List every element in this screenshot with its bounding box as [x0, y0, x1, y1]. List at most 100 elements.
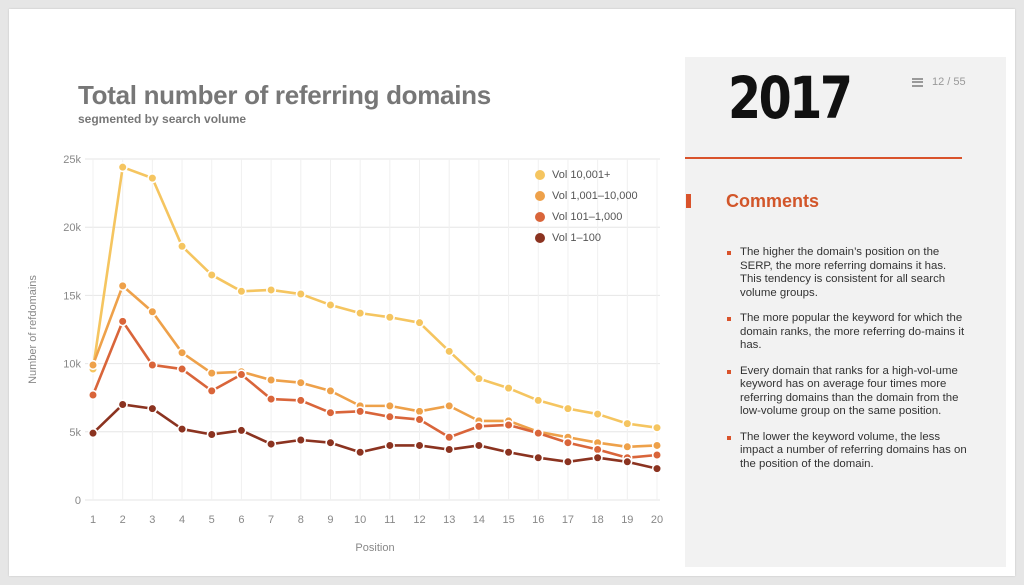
- data-point: [444, 400, 455, 411]
- legend-dot-icon: [535, 211, 545, 222]
- data-point: [444, 432, 455, 443]
- data-point: [651, 463, 663, 474]
- data-point: [325, 437, 336, 448]
- x-tick-label: 5: [209, 514, 215, 526]
- data-point: [176, 347, 188, 358]
- legend-dot-icon: [535, 169, 545, 180]
- x-tick-label: 17: [562, 514, 574, 526]
- data-point: [206, 429, 217, 440]
- comment-text: The lower the keyword volume, the less i…: [740, 430, 967, 470]
- data-point: [236, 286, 247, 297]
- x-tick-label: 1: [90, 514, 96, 526]
- data-point: [622, 418, 633, 429]
- x-tick-label: 10: [354, 514, 366, 526]
- legend-label: Vol 101–1,000: [552, 210, 623, 223]
- comments-list: The higher the domain’s position on the …: [727, 246, 967, 483]
- data-point: [206, 269, 217, 281]
- data-point: [117, 162, 128, 173]
- data-point: [147, 403, 158, 414]
- data-point: [562, 437, 574, 448]
- data-point: [117, 316, 128, 327]
- comment-item: Every domain that ranks for a high-vol-u…: [727, 365, 967, 419]
- data-point: [295, 377, 306, 388]
- comment-text: Every domain that ranks for a high-vol-u…: [740, 364, 959, 418]
- data-point: [384, 312, 395, 323]
- comments-marker: [686, 194, 691, 208]
- data-point: [147, 306, 158, 317]
- data-point: [206, 368, 217, 379]
- data-point: [384, 411, 395, 422]
- menu-icon[interactable]: [912, 77, 923, 87]
- data-point: [473, 421, 484, 432]
- comment-item: The higher the domain’s position on the …: [727, 246, 967, 300]
- data-point: [444, 444, 455, 455]
- data-point: [236, 425, 247, 436]
- x-tick-label: 12: [413, 514, 425, 526]
- data-point: [651, 440, 663, 451]
- legend-item: Vol 1–100: [535, 227, 638, 248]
- x-tick-label: 8: [298, 514, 304, 526]
- y-tick-label: 20k: [63, 222, 81, 234]
- data-point: [533, 395, 544, 406]
- chart-legend: Vol 10,001+ Vol 1,001–10,000 Vol 101–1,000…: [535, 164, 638, 248]
- x-tick-label: 16: [532, 514, 544, 526]
- year-heading: 2017: [728, 64, 853, 132]
- y-tick-label: 0: [75, 495, 81, 507]
- legend-label: Vol 1–100: [552, 231, 601, 244]
- comments-sidebar: [685, 57, 1006, 567]
- bullet-icon: [727, 251, 731, 255]
- data-point: [355, 447, 366, 458]
- series-line: [91, 284, 659, 449]
- x-tick-label: 11: [384, 514, 395, 526]
- data-point: [533, 452, 544, 463]
- series-line: [91, 165, 659, 430]
- data-point: [622, 456, 633, 467]
- data-point: [414, 414, 425, 425]
- data-point: [622, 441, 633, 452]
- y-tick-label: 10k: [63, 359, 81, 371]
- data-point: [592, 452, 603, 463]
- data-point: [266, 284, 277, 296]
- x-axis-label: Position: [355, 542, 394, 554]
- data-point: [651, 449, 663, 461]
- chart-title: Total number of referring domains: [78, 80, 491, 110]
- x-tick-label: 6: [238, 514, 244, 526]
- data-point: [503, 447, 514, 458]
- comment-item: The lower the keyword volume, the less i…: [727, 431, 967, 472]
- data-point: [533, 428, 544, 439]
- data-point: [414, 317, 425, 328]
- comment-text: The higher the domain’s position on the …: [740, 246, 947, 299]
- y-axis-label: Number of refdomains: [27, 275, 39, 384]
- x-tick-label: 13: [443, 514, 455, 526]
- data-point: [503, 383, 514, 394]
- comment-item: The more popular the keyword for which t…: [727, 312, 967, 353]
- data-point: [384, 440, 395, 451]
- data-point: [117, 280, 128, 291]
- x-tick-label: 15: [502, 514, 514, 526]
- legend-dot-icon: [535, 190, 545, 201]
- data-point: [176, 241, 188, 252]
- x-tick-label: 14: [473, 514, 485, 526]
- data-point: [473, 440, 484, 451]
- data-point: [295, 395, 306, 406]
- comments-title: Comments: [726, 191, 820, 211]
- data-point: [87, 428, 99, 439]
- bullet-icon: [727, 317, 731, 321]
- data-point: [444, 346, 455, 357]
- legend-item: Vol 101–1,000: [535, 206, 638, 227]
- data-point: [176, 423, 188, 435]
- legend-label: Vol 1,001–10,000: [552, 189, 638, 202]
- data-point: [176, 363, 188, 375]
- data-point: [473, 373, 484, 384]
- y-tick-label: 15k: [63, 290, 81, 302]
- data-point: [355, 308, 366, 319]
- data-point: [236, 369, 247, 380]
- legend-item: Vol 10,001+: [535, 164, 638, 185]
- bullet-icon: [727, 435, 731, 440]
- data-point: [295, 434, 306, 446]
- x-tick-label: 3: [149, 514, 155, 526]
- legend-item: Vol 1,001–10,000: [535, 185, 638, 206]
- x-tick-label: 20: [651, 514, 663, 526]
- data-point: [355, 406, 366, 417]
- data-point: [503, 419, 514, 431]
